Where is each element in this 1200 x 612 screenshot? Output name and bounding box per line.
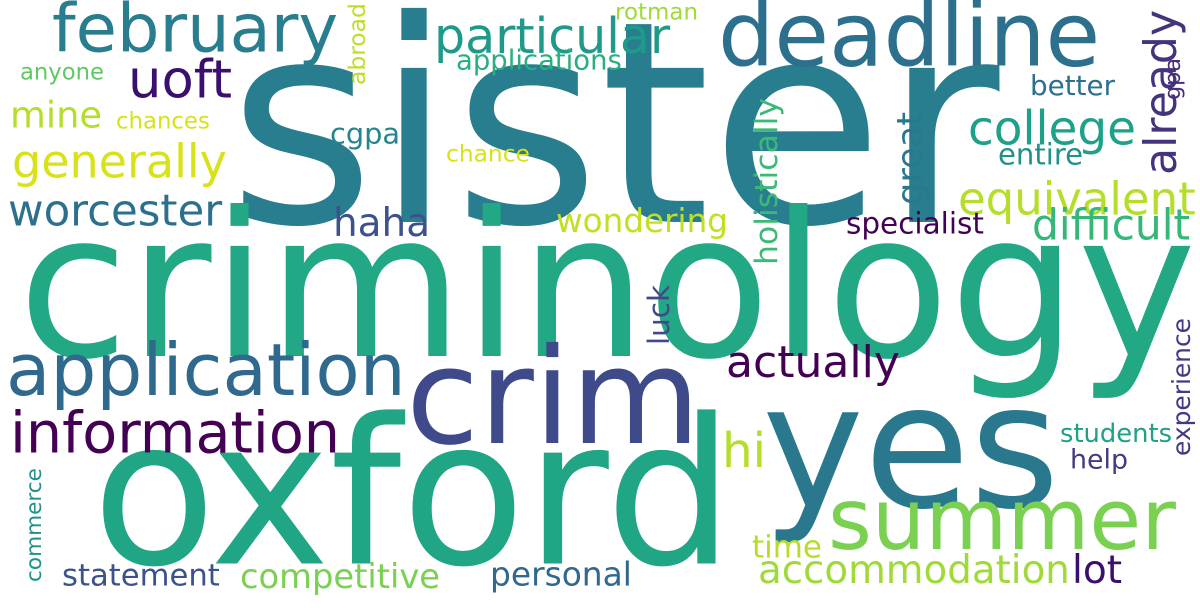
- word-entire: entire: [998, 137, 1084, 172]
- word-personal: personal: [490, 554, 632, 594]
- word-february: february: [52, 0, 339, 68]
- word-mine: mine: [10, 93, 103, 137]
- word-students: students: [1060, 419, 1173, 449]
- word-abroad: abroad: [343, 3, 371, 85]
- word-wondering: wondering: [556, 202, 728, 240]
- word-yes: yes: [762, 346, 1060, 548]
- word-statement: statement: [62, 558, 220, 594]
- word-cgpa: cgpa: [330, 116, 401, 151]
- word-oxford: oxford: [92, 375, 734, 612]
- word-gpa: gpa: [1160, 57, 1186, 100]
- word-difficult: difficult: [1032, 200, 1191, 250]
- word-generally: generally: [12, 134, 227, 189]
- word-haha: haha: [333, 201, 431, 246]
- word-help: help: [1070, 444, 1129, 476]
- word-worcester: worcester: [8, 186, 223, 237]
- word-accommodation: accommodation: [758, 548, 1070, 593]
- word-chance: chance: [446, 139, 530, 168]
- word-summer: summer: [828, 471, 1176, 569]
- word-particular: particular: [434, 7, 671, 65]
- word-information: information: [10, 400, 341, 467]
- word-specialist: specialist: [846, 206, 984, 241]
- word-rotman: rotman: [615, 0, 699, 26]
- word-equivalent: equivalent: [958, 172, 1196, 226]
- word-great: great: [890, 111, 931, 205]
- word-time: time: [752, 529, 822, 566]
- word-actually: actually: [726, 337, 900, 388]
- word-lot: lot: [1072, 548, 1123, 593]
- word-luck: luck: [642, 284, 676, 345]
- word-experience: experience: [1167, 318, 1196, 456]
- word-sister: sister: [228, 0, 1000, 289]
- word-criminology: criminology: [18, 170, 1197, 404]
- word-competitive: competitive: [240, 557, 441, 596]
- word-commerce: commerce: [22, 468, 47, 582]
- word-college: college: [968, 101, 1137, 157]
- word-holistically: holistically: [749, 97, 785, 265]
- word-uoft: uoft: [128, 49, 233, 111]
- word-anyone: anyone: [20, 59, 104, 86]
- word-applications: applications: [456, 44, 622, 77]
- word-better: better: [1030, 69, 1115, 102]
- word-hi: hi: [722, 423, 767, 479]
- word-crim: crim: [406, 321, 701, 475]
- word-deadline: deadline: [718, 0, 1101, 87]
- word-application: application: [6, 329, 406, 413]
- word-chances: chances: [116, 108, 210, 135]
